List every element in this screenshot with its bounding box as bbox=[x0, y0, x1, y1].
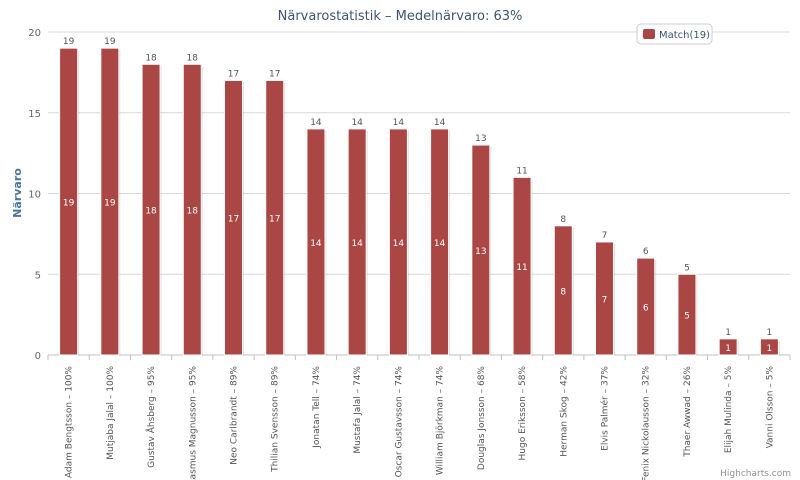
bar[interactable] bbox=[59, 47, 79, 356]
data-label-inside: 11 bbox=[516, 263, 527, 273]
bar[interactable] bbox=[141, 63, 161, 356]
data-label-top: 14 bbox=[310, 118, 322, 128]
x-tick-label: William Björkman – 74% bbox=[436, 366, 446, 476]
data-label-top: 17 bbox=[269, 69, 280, 79]
data-label-top: 7 bbox=[602, 231, 608, 241]
x-tick-label: Vanni Olsson – 5% bbox=[765, 366, 775, 449]
legend-label: Match(19) bbox=[659, 30, 710, 41]
data-label-inside: 14 bbox=[434, 239, 446, 249]
x-tick-label: Adam Bengtsson – 100% bbox=[65, 366, 75, 479]
data-label-inside: 13 bbox=[475, 247, 486, 257]
data-label-inside: 19 bbox=[104, 199, 116, 209]
bar[interactable] bbox=[471, 144, 491, 356]
data-label-top: 14 bbox=[393, 118, 405, 128]
x-tick-label: Thilian Svensson – 89% bbox=[271, 366, 281, 473]
x-tick-label: Herman Skog – 42% bbox=[559, 366, 569, 457]
data-label-top: 18 bbox=[187, 53, 199, 63]
data-label-top: 19 bbox=[104, 37, 116, 47]
data-label-top: 8 bbox=[560, 215, 566, 225]
bar[interactable] bbox=[182, 63, 202, 356]
bar[interactable] bbox=[388, 128, 408, 356]
data-label-inside: 17 bbox=[269, 215, 280, 225]
bar[interactable] bbox=[553, 225, 573, 356]
data-label-inside: 14 bbox=[393, 239, 405, 249]
bar[interactable] bbox=[265, 79, 285, 356]
bar[interactable] bbox=[306, 128, 326, 356]
bar[interactable] bbox=[512, 176, 532, 356]
data-label-inside: 7 bbox=[602, 295, 608, 305]
y-tick-label: 10 bbox=[28, 190, 41, 201]
data-label-top: 14 bbox=[434, 118, 446, 128]
x-tick-label: Jonatan Tell – 74% bbox=[312, 366, 322, 449]
data-label-top: 13 bbox=[475, 134, 486, 144]
x-tick-label: Oscar Gustavsson – 74% bbox=[394, 366, 404, 478]
y-tick-label: 20 bbox=[28, 28, 41, 39]
x-tick-label: Elijah Mulinda – 5% bbox=[724, 366, 734, 454]
data-label-top: 5 bbox=[684, 263, 690, 273]
data-label-top: 17 bbox=[228, 69, 239, 79]
y-tick-label: 0 bbox=[35, 351, 41, 362]
data-label-inside: 6 bbox=[643, 304, 649, 314]
data-label-inside: 18 bbox=[145, 207, 157, 217]
data-label-inside: 8 bbox=[560, 287, 566, 297]
data-label-inside: 19 bbox=[63, 199, 75, 209]
legend[interactable]: Match(19) bbox=[636, 23, 713, 45]
y-axis-label: Närvaro bbox=[11, 168, 24, 218]
x-tick-label: Mutjaba Jalal – 100% bbox=[106, 366, 116, 460]
bar[interactable] bbox=[718, 338, 738, 356]
bar[interactable] bbox=[430, 128, 450, 356]
grid-lines bbox=[47, 31, 791, 360]
data-label-inside: 17 bbox=[228, 215, 239, 225]
bar[interactable] bbox=[759, 338, 779, 356]
data-label-top: 6 bbox=[643, 247, 649, 257]
x-tick-label: Elvis Palmér – 37% bbox=[600, 366, 611, 451]
bar[interactable] bbox=[347, 128, 367, 356]
x-tick-label: Hugo Eriksson – 58% bbox=[518, 366, 528, 461]
data-label-inside: 18 bbox=[187, 207, 199, 217]
x-tick-label: Douglas Jonsson – 68% bbox=[477, 366, 487, 471]
bar[interactable] bbox=[100, 47, 120, 356]
x-tick-label: Gustav Åhsberg – 95% bbox=[145, 366, 157, 468]
data-label-top: 1 bbox=[725, 328, 731, 338]
data-label-top: 19 bbox=[63, 37, 75, 47]
x-tick-label: Neo Carlbrandt – 89% bbox=[230, 366, 240, 465]
bars-group bbox=[59, 47, 780, 356]
bar[interactable] bbox=[636, 257, 656, 356]
data-label-inside: 1 bbox=[767, 344, 773, 354]
bar[interactable] bbox=[677, 273, 697, 356]
x-tick-label: Fenix Nickolausson – 32% bbox=[642, 366, 652, 480]
data-label-top: 14 bbox=[351, 118, 363, 128]
data-label-top: 1 bbox=[767, 328, 773, 338]
x-tick-label: Thaer Awwad – 26% bbox=[683, 366, 693, 458]
legend-box bbox=[636, 23, 713, 45]
x-tick-label: Mustafa Jalal – 74% bbox=[353, 366, 363, 454]
credits-link[interactable]: Highcharts.com bbox=[720, 469, 791, 479]
data-label-top: 11 bbox=[516, 166, 527, 176]
data-label-inside: 14 bbox=[310, 239, 322, 249]
y-tick-label: 15 bbox=[28, 109, 41, 120]
legend-swatch bbox=[643, 29, 655, 39]
bar[interactable] bbox=[595, 241, 614, 356]
bar[interactable] bbox=[224, 79, 243, 356]
y-tick-label: 5 bbox=[35, 270, 41, 281]
data-label-inside: 1 bbox=[725, 344, 731, 354]
data-label-inside: 14 bbox=[351, 239, 363, 249]
chart-title: Närvarostatistik – Medelnärvaro: 63% bbox=[278, 9, 523, 24]
x-tick-label: Rasmus Magnusson – 95% bbox=[188, 366, 198, 480]
data-label-top: 18 bbox=[145, 53, 157, 63]
data-label-inside: 5 bbox=[684, 312, 690, 322]
